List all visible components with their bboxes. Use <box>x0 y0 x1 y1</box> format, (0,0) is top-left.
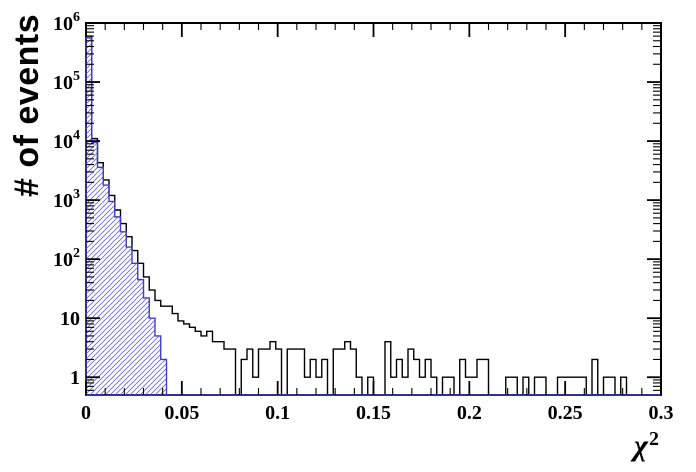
y-tick-label: 102 <box>53 246 80 271</box>
y-axis-title: # of events <box>8 13 46 197</box>
x-axis-title: χ2 <box>634 429 659 461</box>
x-tick-label: 0.2 <box>457 402 482 424</box>
histogram-selected-outline <box>85 37 661 396</box>
x-tick-label: 0.1 <box>265 402 290 424</box>
y-tick-labels: 1 10 102 103 104 105 106 <box>53 10 80 389</box>
y-tick-label: 104 <box>53 128 80 153</box>
x-tick-label: 0 <box>81 402 91 424</box>
y-tick-label: 105 <box>53 69 80 94</box>
x-tick-label: 0.05 <box>164 402 199 424</box>
axis-ticks <box>85 22 662 395</box>
y-tick-label: 1 <box>70 367 80 389</box>
x-axis-title-exponent: 2 <box>648 428 659 450</box>
plot-frame <box>85 22 662 396</box>
y-tick-label: 10 <box>60 308 80 330</box>
x-tick-labels: 0 0.05 0.1 0.15 0.2 0.25 0.3 <box>81 402 674 424</box>
y-tick-label: 103 <box>53 187 80 212</box>
histogram-all-events <box>85 35 661 396</box>
x-tick-label: 0.25 <box>548 402 583 424</box>
x-axis-title-chi: χ <box>634 429 648 462</box>
y-tick-label: 106 <box>53 10 80 35</box>
x-tick-label: 0.15 <box>356 402 391 424</box>
histogram-selected-fill <box>86 37 661 396</box>
x-tick-label: 0.3 <box>649 402 674 424</box>
